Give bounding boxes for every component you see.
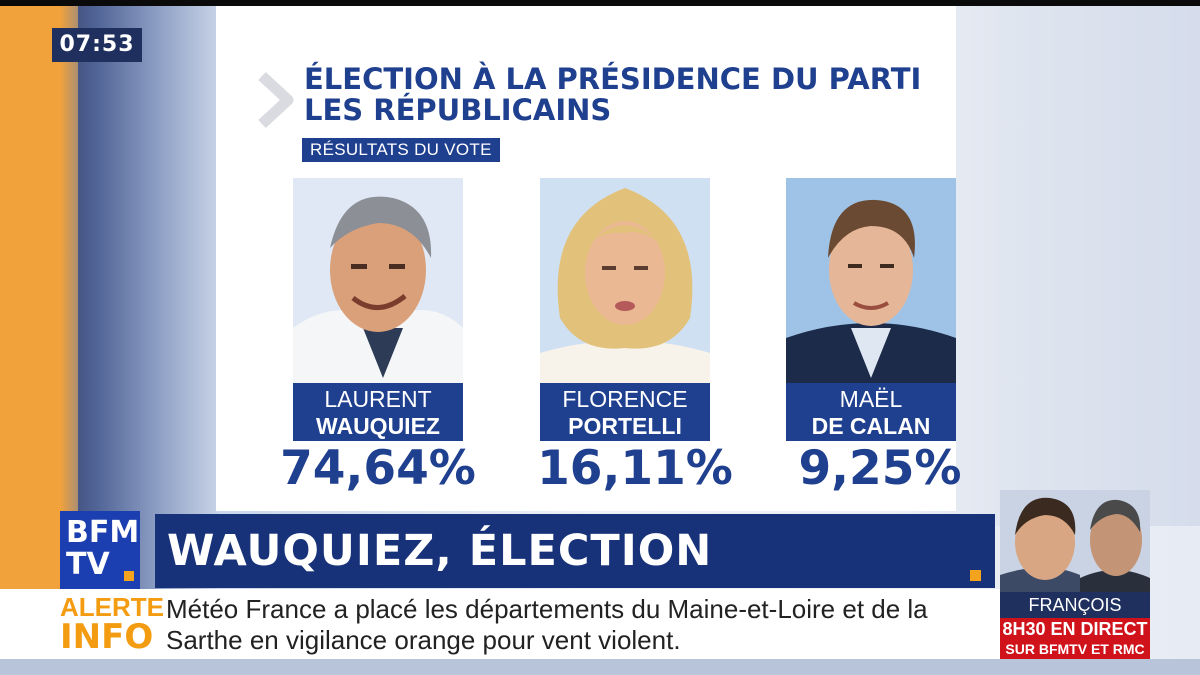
graphic-title: ÉLECTION À LA PRÉSIDENCE DU PARTI LES RÉ… <box>304 64 984 126</box>
alert-label-line2: INFO <box>60 617 154 657</box>
candidate-photo-wauquiez <box>293 178 463 386</box>
channel-logo: BFM TV <box>60 511 140 589</box>
candidate-last-name: PORTELLI <box>568 413 682 439</box>
candidate-percentage-de-calan: 9,25% <box>798 441 962 496</box>
candidate-last-name: WAUQUIEZ <box>316 413 440 439</box>
alert-text-line2: Sarthe en vigilance orange pour vent vio… <box>166 625 681 655</box>
bottom-strip <box>0 659 1200 675</box>
candidate-name-de-calan: MAËL DE CALAN <box>786 383 956 441</box>
graphic-title-line1: ÉLECTION À LA PRÉSIDENCE DU PARTI <box>304 62 922 96</box>
candidate-last-name: DE CALAN <box>811 413 931 439</box>
alert-ticker <box>0 589 1000 659</box>
graphic-title-line2: LES RÉPUBLICAINS <box>304 93 612 127</box>
chevron-icon <box>258 71 294 129</box>
candidate-photo-portelli <box>540 178 710 386</box>
top-border <box>0 0 1200 6</box>
guest-photo <box>1000 490 1150 592</box>
alert-text: Météo France a placé les départements du… <box>166 594 996 656</box>
candidate-name-portelli: FLORENCE PORTELLI <box>540 383 710 441</box>
clock: 07:53 <box>52 28 142 62</box>
candidate-first-name: LAURENT <box>324 386 432 412</box>
guest-schedule-line2: SUR BFMTV ET RMC <box>1005 641 1145 657</box>
graphic-subtitle: RÉSULTATS DU VOTE <box>302 138 500 162</box>
candidate-first-name: FLORENCE <box>562 386 688 412</box>
candidate-photo-de-calan <box>786 178 956 386</box>
guest-name: FRANÇOIS RUFFIN <box>1000 592 1150 641</box>
candidate-first-name: MAËL <box>839 386 903 412</box>
alert-text-line1: Météo France a placé les départements du… <box>166 594 928 624</box>
guest-schedule: 8H30 EN DIRECT SUR BFMTV ET RMC <box>1000 618 1150 660</box>
guest-schedule-line1: 8H30 EN DIRECT <box>1002 619 1148 639</box>
headline-dot <box>970 570 981 581</box>
channel-logo-line2: TV <box>66 547 110 582</box>
channel-logo-line1: BFM <box>66 515 140 550</box>
headline-banner: WAUQUIEZ, ÉLECTION TRIOMPHALE <box>155 514 995 650</box>
headline-text: WAUQUIEZ, ÉLECTION TRIOMPHALE <box>167 526 713 650</box>
alert-label-line1: ALERTE <box>60 592 164 622</box>
candidate-percentage-wauquiez: 74,64% <box>280 441 476 496</box>
candidate-name-wauquiez: LAURENT WAUQUIEZ <box>293 383 463 441</box>
candidate-percentage-portelli: 16,11% <box>537 441 733 496</box>
alert-label: ALERTE INFO <box>60 592 164 657</box>
logo-dot <box>124 571 134 581</box>
